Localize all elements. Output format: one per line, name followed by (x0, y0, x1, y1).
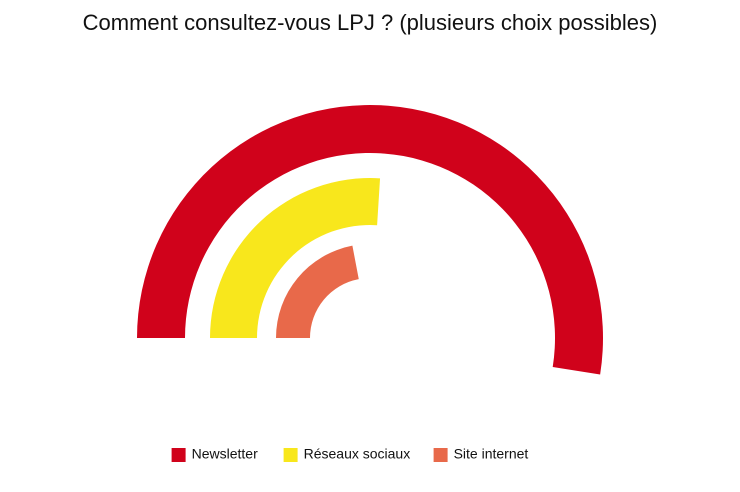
chart-title: Comment consultez-vous LPJ ? (plusieurs … (83, 10, 658, 35)
legend-swatch (171, 448, 186, 462)
legend-label: Réseaux sociaux (304, 446, 411, 462)
legend-label: Site internet (454, 446, 529, 462)
radial-bar (137, 104, 604, 375)
legend-swatch (433, 448, 448, 462)
radial-bar (210, 177, 381, 338)
legend-swatch (283, 448, 298, 462)
legend-label: Newsletter (192, 446, 258, 462)
radial-bar (276, 245, 359, 338)
